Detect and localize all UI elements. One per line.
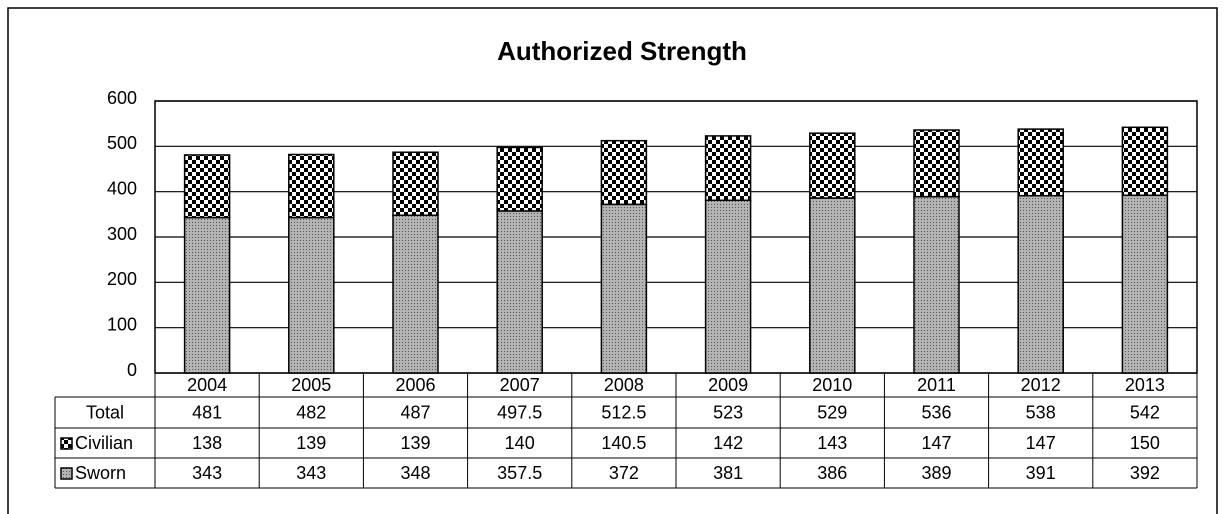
bar-segment [809,132,856,199]
y-tick-label: 300 [107,224,137,244]
legend-key [60,467,73,480]
table-cell: 143 [817,433,847,453]
y-tick-label: 400 [107,178,137,198]
table-cell: 538 [1026,402,1056,422]
bar-segment [809,197,856,374]
bar-segment [600,203,648,374]
table-cell: 386 [817,463,847,483]
row-header: Total [86,402,124,422]
table-cell: 392 [1130,463,1160,483]
table-cell: 150 [1130,433,1160,453]
table-cell: 147 [1026,433,1056,453]
x-tick-label: 2008 [604,375,644,395]
bar-segment [1017,128,1064,197]
frame [7,7,1218,514]
legend-label: Civilian [75,433,133,453]
bar-segment [704,199,752,374]
bar-segment [704,135,752,202]
x-tick-label: 2005 [291,375,331,395]
table-cell: 487 [400,402,430,422]
table-cell: 147 [921,433,951,453]
table-cell: 348 [400,463,430,483]
x-tick-label: 2006 [395,375,435,395]
bar-segment [1121,194,1169,374]
table-cell: 497.5 [497,402,542,422]
table-cell: 357.5 [497,463,542,483]
y-tick-label: 100 [107,314,137,334]
y-tick-label: 500 [107,133,137,153]
x-tick-label: 2013 [1125,375,1165,395]
y-tick-label: 200 [107,269,137,289]
legend-label: Sworn [75,463,126,483]
table-cell: 512.5 [601,402,646,422]
table-cell: 372 [609,463,639,483]
table-cell: 343 [296,463,326,483]
table-cell: 529 [817,402,847,422]
bar-segment [392,151,439,216]
table-cell: 140.5 [601,433,646,453]
bar-segment [288,153,335,219]
y-tick-label: 600 [107,88,137,108]
table-cell: 391 [1026,463,1056,483]
table-cell: 389 [921,463,951,483]
table-cell: 536 [921,402,951,422]
bar-segment [496,146,543,212]
bar-segment [496,210,543,374]
bar-segment [392,214,439,374]
table-cell: 381 [713,463,743,483]
table-cell: 343 [192,463,222,483]
x-tick-label: 2004 [187,375,227,395]
table-cell: 138 [192,433,222,453]
bar-segment [183,154,231,219]
bar-segment [183,216,231,374]
chart-title: Authorized Strength [497,36,747,66]
table-cell: 139 [400,433,430,453]
table-cell: 140 [505,433,535,453]
table-cell: 482 [296,402,326,422]
bar-segment [1121,126,1169,197]
table-cell: 542 [1130,402,1160,422]
y-tick-label: 0 [127,360,137,380]
x-tick-label: 2011 [917,375,956,395]
x-tick-label: 2007 [500,375,540,395]
bar-segment [600,139,648,206]
bar-segment [288,216,335,374]
x-tick-label: 2012 [1021,375,1061,395]
bar-segment [913,129,960,198]
bar-segment [913,195,960,374]
table-cell: 523 [713,402,743,422]
table-cell: 139 [296,433,326,453]
bar-segment [1017,194,1064,374]
table-cell: 481 [192,402,222,422]
x-tick-label: 2009 [708,375,748,395]
x-tick-label: 2010 [812,375,852,395]
legend-key [60,437,73,450]
table-cell: 142 [713,433,743,453]
